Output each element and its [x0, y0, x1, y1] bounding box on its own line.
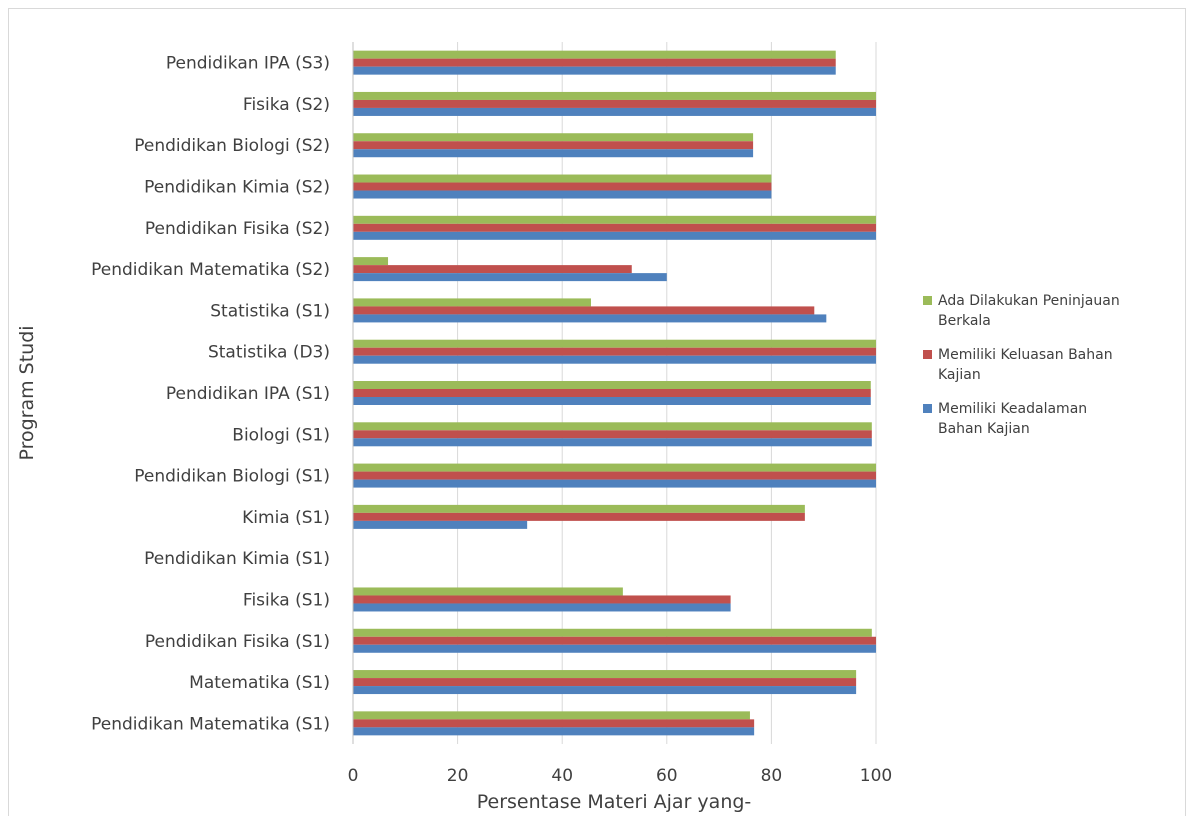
bar [353, 223, 876, 232]
category-label: Pendidikan Matematika (S2) [91, 260, 330, 280]
bar [353, 273, 667, 282]
legend-label: Kajian [938, 367, 981, 383]
bar [353, 58, 836, 67]
x-tick-label: 80 [761, 766, 783, 786]
bar [353, 306, 815, 315]
bar [353, 389, 871, 397]
x-tick-label: 20 [447, 766, 469, 786]
category-label: Pendidikan Kimia (S2) [144, 178, 330, 198]
legend-swatch [923, 350, 932, 359]
legend-label: Memiliki Keadalaman [938, 401, 1087, 417]
bar [353, 512, 805, 521]
bar [353, 587, 623, 596]
category-label: Pendidikan Biologi (S2) [134, 136, 330, 156]
x-tick-label: 40 [551, 766, 573, 786]
bar [353, 727, 755, 736]
bar [353, 265, 632, 274]
bar [353, 50, 836, 59]
bar [353, 347, 876, 356]
bar [353, 91, 876, 100]
bar [353, 479, 876, 488]
bar [353, 66, 836, 75]
legend-swatch [923, 296, 932, 305]
x-axis-title: Persentase Materi Ajar yang- [477, 791, 752, 813]
bar [353, 174, 772, 183]
bar [353, 595, 731, 604]
chart-frame: Pendidikan IPA (S3) Fisika (S2) Pendidikan… [8, 8, 1186, 816]
bar [353, 438, 872, 447]
x-tick-label: 100 [860, 766, 892, 786]
category-label: Fisika (S1) [243, 590, 330, 610]
category-labels: Pendidikan IPA (S3) Fisika (S2) Pendidikan… [91, 54, 330, 735]
y-axis-title: Program Studi [16, 325, 38, 460]
bar [353, 298, 591, 307]
bar [353, 314, 827, 323]
bar [353, 628, 872, 637]
legend-swatch [923, 404, 932, 413]
bar [353, 670, 857, 679]
legend-label: Ada Dilakukan Peninjauan [938, 293, 1120, 309]
bar [353, 463, 876, 472]
bar [353, 422, 872, 431]
bar [353, 711, 750, 720]
bar [353, 397, 871, 405]
x-tick-labels: 0 20 40 60 80 100 [348, 766, 893, 786]
bar [353, 678, 857, 687]
category-label: Statistika (S1) [210, 301, 330, 321]
bars [353, 50, 876, 736]
category-label: Pendidikan Biologi (S1) [134, 467, 330, 487]
bar [353, 190, 772, 199]
category-label: Pendidikan Fisika (S1) [145, 632, 330, 652]
category-label: Pendidikan Kimia (S1) [144, 549, 330, 569]
bar [353, 381, 871, 389]
category-label: Pendidikan IPA (S3) [166, 54, 330, 74]
bar [353, 471, 876, 480]
category-label: Pendidikan Fisika (S2) [145, 219, 330, 239]
x-tick-label: 0 [348, 766, 359, 786]
bar [353, 107, 876, 116]
bar [353, 636, 876, 645]
category-label: Statistika (D3) [208, 343, 330, 363]
bar [353, 430, 872, 439]
legend-label: Berkala [938, 313, 991, 329]
bar [353, 182, 772, 191]
category-label: Pendidikan Matematika (S1) [91, 714, 330, 734]
legend-label: Bahan Kajian [938, 421, 1030, 437]
bar [353, 257, 389, 266]
bar [353, 504, 805, 513]
bar [353, 99, 876, 108]
bar [353, 520, 528, 529]
category-label: Fisika (S2) [243, 95, 330, 115]
x-tick-label: 60 [656, 766, 678, 786]
bar [353, 215, 876, 224]
bar [353, 231, 876, 240]
bar [353, 719, 755, 728]
category-label: Pendidikan IPA (S1) [166, 384, 330, 404]
bar [353, 603, 731, 612]
bar-chart: Pendidikan IPA (S3) Fisika (S2) Pendidikan… [16, 42, 1120, 813]
category-label: Kimia (S1) [242, 508, 330, 528]
bar [353, 355, 876, 364]
bar [353, 133, 754, 142]
category-label: Biologi (S1) [232, 425, 330, 445]
legend: Ada Dilakukan Peninjauan Berkala Memiliki … [923, 293, 1120, 437]
category-label: Matematika (S1) [189, 673, 330, 693]
bar [353, 644, 876, 653]
bar [353, 686, 857, 695]
bar [353, 339, 876, 348]
bar [353, 141, 754, 150]
legend-label: Memiliki Keluasan Bahan [938, 347, 1113, 363]
bar [353, 149, 754, 158]
